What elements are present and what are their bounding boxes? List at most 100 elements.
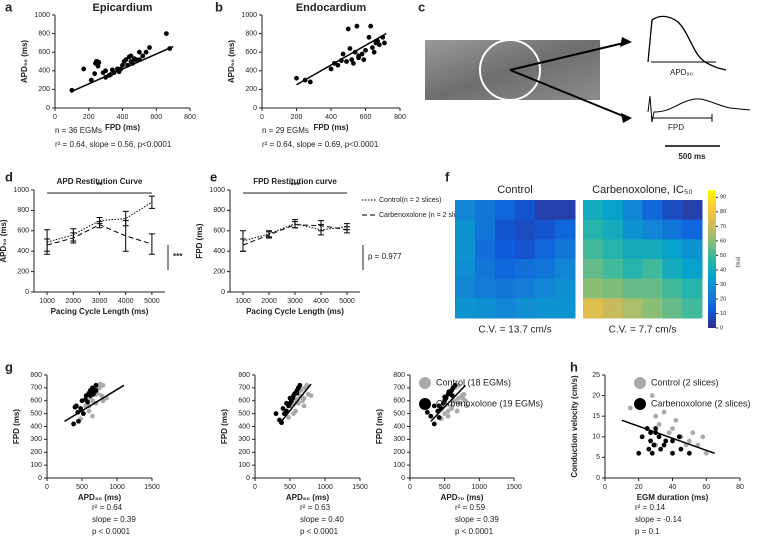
fit-line	[64, 384, 125, 422]
fit-line	[278, 383, 312, 425]
y-tick-label: 800	[30, 372, 42, 379]
x-tick-label: 200	[83, 114, 95, 121]
colorbar-label: 50	[720, 253, 726, 259]
point	[291, 393, 296, 398]
heat-cell	[642, 239, 663, 260]
heat-cell	[455, 278, 476, 299]
point	[103, 68, 109, 74]
x-tick-label: 20	[635, 484, 643, 491]
y-tick-label: 0	[596, 475, 600, 482]
heat-cell	[555, 259, 576, 280]
note: r² = 0.14	[635, 503, 666, 512]
point	[88, 77, 94, 83]
y-tick-label: 300	[393, 436, 405, 443]
point	[284, 400, 289, 406]
heat-cell	[515, 219, 536, 240]
heat-cell	[555, 278, 576, 299]
y-tick-label: 400	[393, 423, 405, 430]
x-tick-label: 0	[45, 484, 49, 491]
point	[351, 60, 356, 66]
heat-cell	[515, 278, 536, 299]
colorbar-label: 30	[720, 282, 726, 288]
fit-line	[430, 384, 467, 422]
point	[464, 403, 470, 409]
x-axis-label: APD₃₀ (ms)	[78, 493, 122, 502]
heat-cell	[495, 200, 516, 221]
y-tick-label: 600	[393, 398, 405, 405]
point	[686, 450, 692, 456]
x-tick-label: 60	[702, 484, 710, 491]
y-tick-label: 1000	[241, 12, 257, 19]
point	[128, 53, 134, 59]
note: slope = -0.14	[635, 515, 682, 524]
heat-cell	[495, 239, 516, 260]
y-axis-label: FPD (ms)	[220, 409, 229, 444]
point	[99, 393, 104, 398]
y-tick-label: 400	[17, 248, 29, 255]
point	[284, 408, 289, 414]
point	[90, 413, 95, 419]
point	[424, 409, 430, 415]
apd-trace	[647, 15, 727, 71]
y-tick-label: 400	[213, 248, 225, 255]
x-tick-label: 0	[253, 484, 257, 491]
error-bar	[148, 195, 155, 209]
point	[143, 49, 149, 55]
point	[663, 438, 669, 444]
series-line	[242, 224, 348, 246]
heat-cell	[682, 278, 703, 299]
annotation: ***	[290, 181, 300, 190]
series-line	[46, 201, 153, 243]
heat-cell	[515, 239, 536, 260]
heat-cell	[583, 239, 604, 260]
x-tick-label: 3000	[92, 298, 108, 305]
heat-cell	[475, 278, 496, 299]
heat-cell	[583, 278, 604, 299]
point	[431, 421, 437, 427]
map-note: C.V. = 13.7 cm/s	[478, 325, 551, 336]
fit-line	[621, 419, 715, 454]
point	[376, 42, 382, 48]
heat-cell	[535, 298, 556, 319]
heat-cell	[555, 219, 576, 240]
error-bar	[292, 221, 298, 229]
point	[297, 382, 303, 388]
y-tick-label: 800	[213, 207, 225, 214]
y-tick-label: 0	[253, 105, 257, 112]
point	[287, 395, 293, 401]
point	[382, 40, 387, 46]
point	[349, 57, 355, 63]
heat-cell	[642, 219, 663, 240]
x-tick-label: 500	[76, 484, 88, 491]
note: r² = 0.64, slope = 0.56, p<0.0001	[55, 140, 172, 149]
heat-cell	[662, 219, 683, 240]
y-tick-label: 200	[17, 268, 29, 275]
heat-cell	[495, 219, 516, 240]
point	[371, 49, 377, 55]
point	[648, 438, 653, 444]
x-tick-label: 0	[408, 484, 412, 491]
point	[442, 411, 448, 417]
point	[147, 45, 152, 50]
y-tick-label: 5	[596, 454, 600, 461]
panel-letter: c	[418, 0, 425, 14]
heat-cell	[682, 259, 703, 280]
point	[363, 47, 368, 53]
annotation: **	[96, 181, 103, 190]
x-tick-label: 800	[184, 114, 196, 121]
point	[120, 62, 125, 68]
y-axis-label: APD₉₀ (ms)	[0, 219, 8, 263]
x-tick-label: 1500	[506, 484, 522, 491]
point	[286, 415, 291, 420]
heat-cell	[535, 239, 556, 260]
point	[97, 381, 103, 387]
x-tick-label: 80	[736, 484, 744, 491]
point	[96, 60, 102, 65]
point	[301, 403, 307, 409]
point	[366, 34, 372, 40]
colorbar-label: 40	[720, 267, 726, 273]
heat-cell	[662, 259, 683, 280]
fpd-trace	[647, 95, 751, 123]
y-tick-label: 500	[30, 410, 42, 417]
electrode-circle	[479, 39, 541, 101]
